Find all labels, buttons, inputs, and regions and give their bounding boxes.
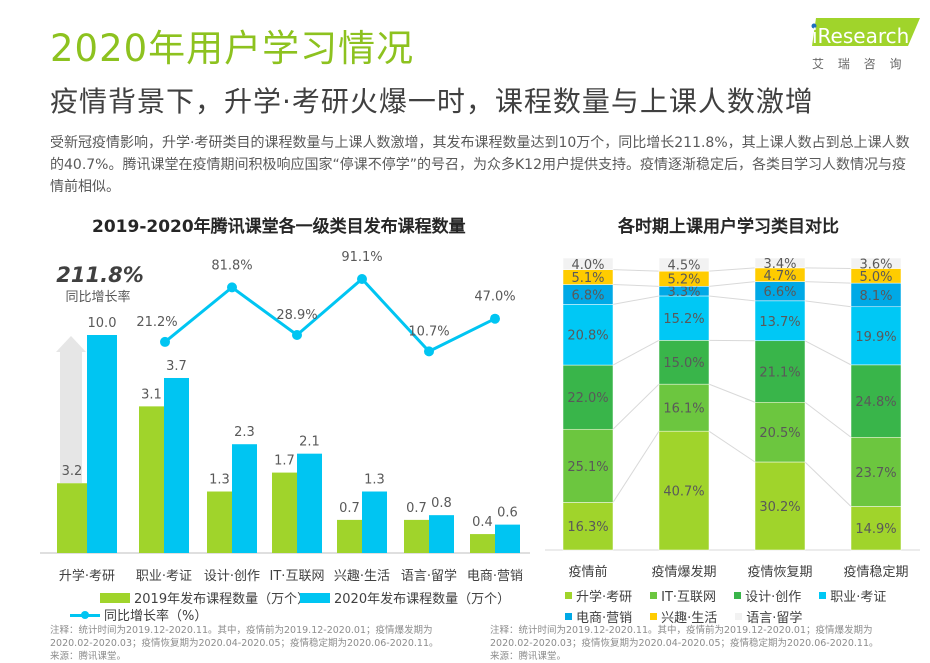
connector-line [709,282,755,287]
segment-label: 16.1% [663,402,704,417]
segment-label: 6.8% [571,288,604,303]
legend-item: 职业·考证 [819,586,886,605]
segment-label: 4.5% [667,259,700,274]
connector-line [805,301,851,307]
legend-swatch [300,593,330,603]
legend-swatch [100,593,130,603]
connector-line [709,384,755,402]
segment-label: 40.7% [663,485,704,500]
legend-line-icon [70,610,100,620]
connector-line [805,268,851,269]
legend-swatch [735,613,742,620]
category-label: 疫情前 [568,564,607,580]
connector-line [709,268,755,271]
legend-item: 设计·创作 [734,586,801,605]
legend-swatch [734,592,741,599]
segment-label: 5.2% [667,273,700,288]
category-label: 疫情恢复期 [747,564,812,580]
connector-line [613,431,659,502]
right-chart: 16.3% 25.1% 22.0% 20.8% 6.8% 5.1%4.0% 疫情前 40.7%… [0,0,930,600]
legend-2020: 2020年发布课程数量（万个） [300,588,510,607]
segment-label: 20.5% [759,426,800,441]
segment-label: 3.6% [859,257,892,272]
legend-label: 设计·创作 [745,586,801,605]
segment-label: 4.0% [571,258,604,273]
connector-line [613,296,659,304]
segment-label: 25.1% [567,460,608,475]
connector-line [613,270,659,271]
connector-line [805,402,851,437]
segment-label: 6.6% [763,285,796,300]
segment-label: 30.2% [759,500,800,515]
legend-label: IT·互联网 [661,586,716,605]
source-text: 来源：腾讯课堂。 [50,650,470,663]
segment-label: 13.7% [759,315,800,330]
legend-swatch [650,613,657,620]
segment-label: 5.1% [571,271,604,286]
legend-item: IT·互联网 [650,586,716,605]
connector-line [805,462,851,507]
segment-label: 3.4% [763,257,796,272]
legend-label: 升学·考研 [576,586,632,605]
legend-swatch [650,592,657,599]
segment-label: 22.0% [567,391,608,406]
segment-label: 19.9% [855,330,896,345]
segment-label: 14.9% [855,522,896,537]
segment-label: 16.3% [567,520,608,535]
legend-swatch [565,613,572,620]
segment-label: 24.8% [855,395,896,410]
legend-label: 同比增长率（%） [104,605,207,624]
right-note: 注释：统计时间为2019.12-2020.11。其中，疫情前为2019.12-2… [490,624,910,663]
note-text: 注释：统计时间为2019.12-2020.11。其中，疫情前为2019.12-2… [50,624,470,650]
legend-label: 2020年发布课程数量（万个） [334,588,510,607]
legend-swatch [819,592,826,599]
segment-label: 8.1% [859,289,892,304]
connector-line [613,340,659,365]
source-text: 来源：腾讯课堂。 [490,650,910,663]
connector-line [709,296,755,301]
legend-label: 职业·考证 [830,586,886,605]
segment-label: 23.7% [855,466,896,481]
connector-line [805,282,851,284]
connector-line [613,384,659,429]
legend-item: 升学·考研 [565,586,632,605]
segment-label: 15.2% [663,312,704,327]
category-label: 疫情稳定期 [843,564,908,580]
segment-label: 20.8% [567,329,608,344]
legend-growth: 同比增长率（%） [70,605,207,624]
left-note: 注释：统计时间为2019.12-2020.11。其中，疫情前为2019.12-2… [50,624,470,663]
connector-line [613,285,659,287]
category-label: 疫情爆发期 [651,564,716,580]
connector-line [805,341,851,365]
note-text: 注释：统计时间为2019.12-2020.11。其中，疫情前为2019.12-2… [490,624,910,650]
connector-line [709,431,755,462]
segment-label: 21.1% [759,366,800,381]
legend-swatch [565,592,572,599]
segment-label: 15.0% [663,356,704,371]
